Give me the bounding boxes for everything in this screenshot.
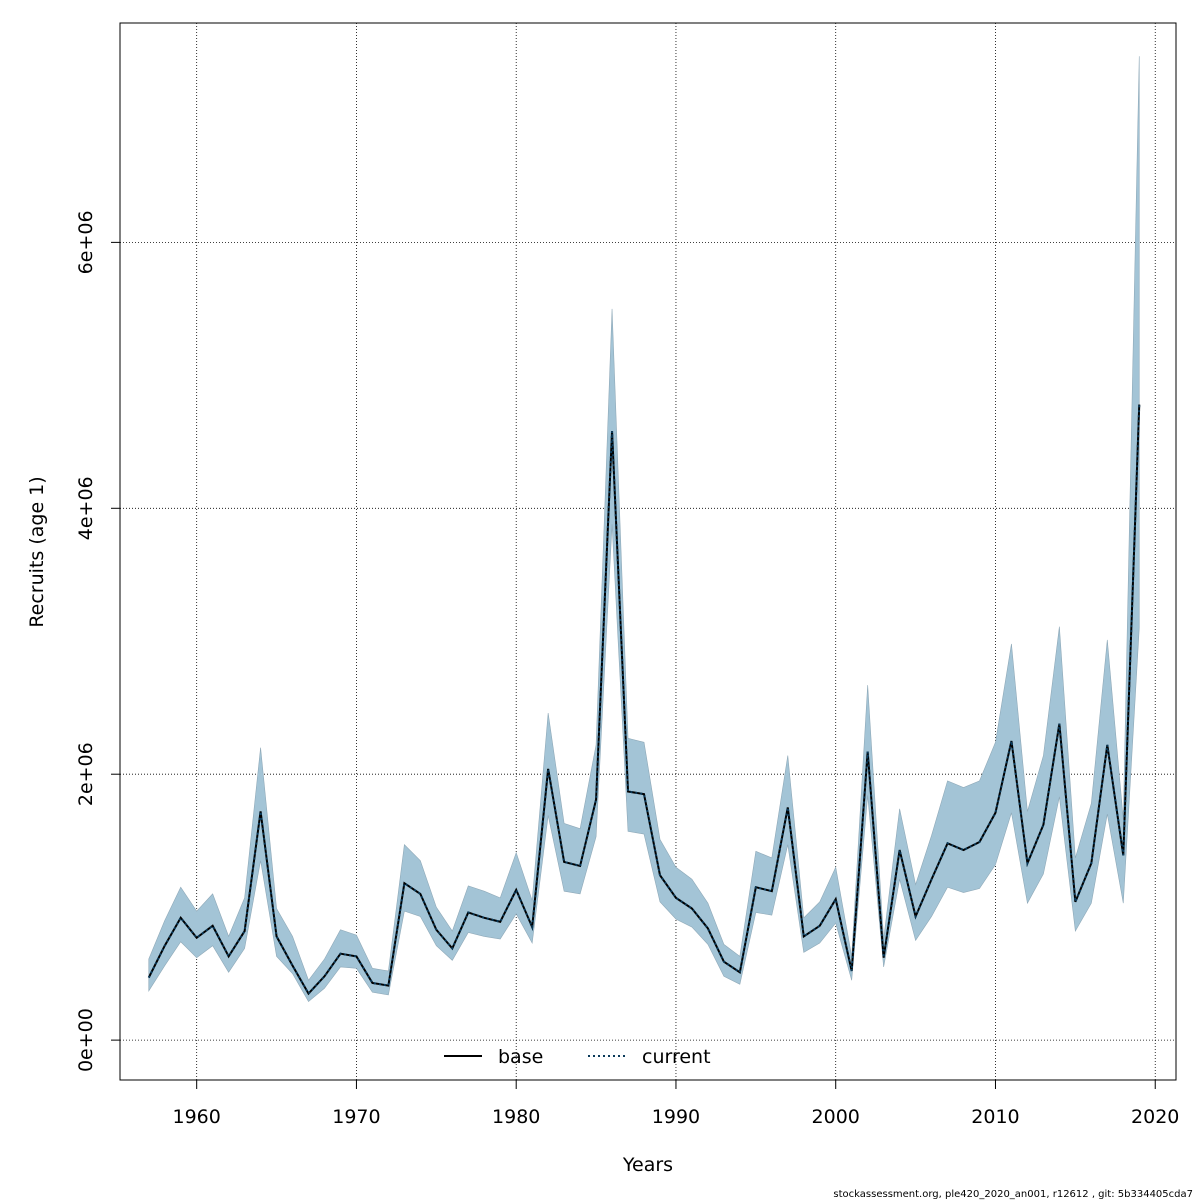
y-axis-title: Recruits (age 1) <box>26 476 48 627</box>
footer-credit: stockassessment.org, ple420_2020_an001, … <box>833 1189 1193 1200</box>
x-tick-label: 1970 <box>332 1106 380 1128</box>
x-tick-label: 1960 <box>173 1106 221 1128</box>
x-tick-label: 1990 <box>652 1106 700 1128</box>
legend: base current <box>444 1046 711 1068</box>
y-tick-label: 6e+06 <box>75 210 97 274</box>
series-line-base <box>147 404 1141 996</box>
x-axis-title: Years <box>622 1154 673 1176</box>
x-tick-label: 2000 <box>812 1106 860 1128</box>
legend-current-label: current <box>642 1046 711 1068</box>
x-axis: 1960 1970 1980 1990 2000 2010 2020 <box>173 1079 1179 1128</box>
y-tick-label: 2e+06 <box>75 742 97 806</box>
legend-base-label: base <box>498 1046 543 1068</box>
x-tick-label: 2010 <box>971 1106 1019 1128</box>
y-tick-label: 0e+00 <box>75 1008 97 1072</box>
x-tick-label: 1980 <box>492 1106 540 1128</box>
y-axis: 0e+00 2e+06 4e+06 6e+06 <box>75 210 121 1072</box>
y-tick-label: 4e+06 <box>75 476 97 540</box>
x-tick-label: 2020 <box>1131 1106 1179 1128</box>
series-lines <box>147 404 1141 996</box>
